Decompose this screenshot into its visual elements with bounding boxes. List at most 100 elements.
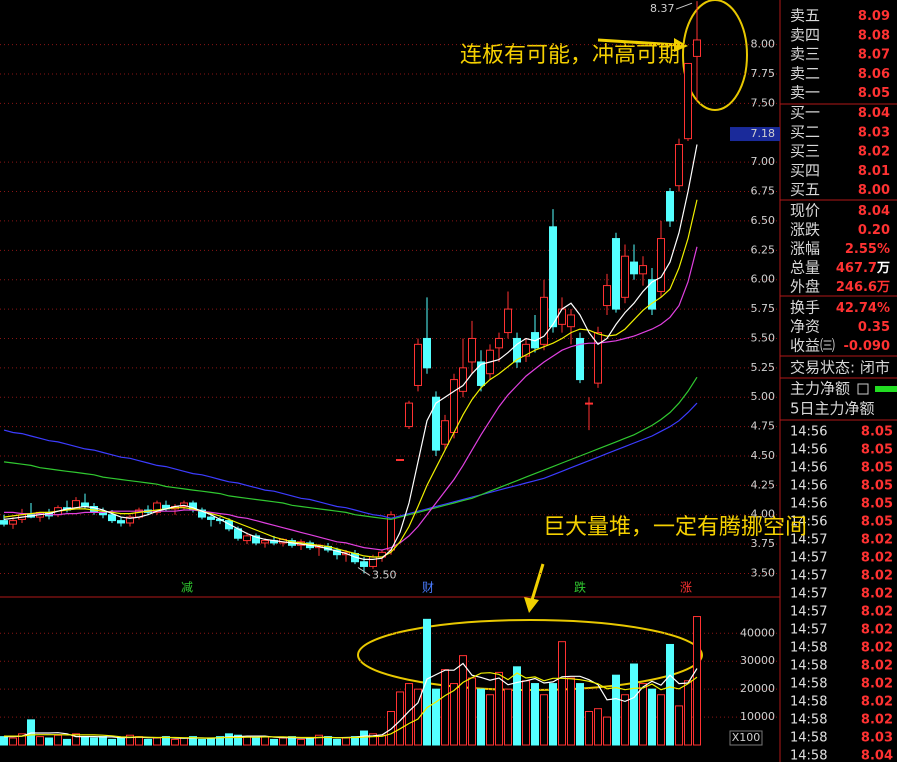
candle-body: [612, 238, 620, 310]
candle-body: [477, 361, 485, 386]
value: 8.06: [858, 66, 890, 81]
trade-status: 交易状态: 闭市: [790, 359, 890, 377]
y-tick-label: 5.50: [751, 331, 776, 344]
trade-time: 14:58: [790, 659, 827, 674]
row-value: 8.04: [858, 204, 890, 219]
event-marker[interactable]: 减: [181, 581, 193, 595]
volume-bar: [468, 677, 476, 746]
trade-price: 8.02: [861, 713, 893, 728]
y-tick-label: 20000: [740, 682, 775, 695]
row-value: 8.02: [858, 144, 890, 159]
volume-bar: [72, 733, 80, 746]
extreme-pointer: [675, 2, 693, 10]
trade-price: 8.02: [861, 695, 893, 710]
value: 0.20: [858, 223, 890, 238]
volume-bar: [585, 710, 593, 746]
trade-price: 8.02: [861, 587, 893, 602]
row-label: 买五: [790, 181, 820, 199]
trade-time: 14:56: [790, 479, 827, 494]
trade-time: 14:58: [790, 731, 827, 746]
arrow: [530, 563, 545, 601]
candle-body: [513, 337, 521, 363]
row-label: 外盘: [790, 278, 820, 296]
trade-time: 14:58: [790, 641, 827, 656]
trade-time: 14:58: [790, 677, 827, 692]
y-tick-label: 7.50: [751, 96, 776, 109]
trade-price: 8.02: [861, 569, 893, 584]
y-tick-label: 6.25: [751, 243, 776, 256]
price-marker-box: [730, 127, 780, 142]
volume-bar: [18, 733, 26, 746]
volume-bar: [153, 737, 161, 746]
trade-time: 14:57: [790, 623, 827, 638]
row-value: 8.08: [858, 28, 890, 43]
trade-time: 14:57: [790, 551, 827, 566]
volume-bar: [459, 655, 467, 746]
volume-bar: [189, 736, 197, 746]
trade-price: 8.02: [861, 551, 893, 566]
candle-body: [468, 337, 476, 363]
volume-bar: [216, 736, 224, 746]
y-tick-label: 30000: [740, 654, 775, 667]
volume-bar: [180, 737, 188, 746]
candle-body: [459, 367, 467, 392]
row-label: 换手: [790, 299, 820, 317]
y-tick-label: 5.00: [751, 390, 776, 403]
flow-icon[interactable]: [857, 383, 869, 395]
volume-bar: [396, 691, 404, 746]
y-tick-label: 7.75: [751, 67, 776, 80]
volume-bar: [306, 737, 314, 746]
candle-body: [198, 509, 206, 518]
value: 8.04: [858, 106, 890, 121]
trade-price: 8.05: [861, 443, 893, 458]
volume-bar: [9, 737, 17, 746]
unit: 万: [876, 261, 890, 276]
row-value: 8.05: [858, 86, 890, 101]
volume-bar: [567, 677, 575, 746]
candle-body: [252, 535, 260, 544]
candle-body: [549, 226, 557, 328]
trade-time: 14:56: [790, 425, 827, 440]
marks: [0, 1, 701, 746]
main-flow-label[interactable]: 主力净额: [790, 380, 850, 398]
unit-box: [729, 730, 763, 746]
candle-body: [594, 332, 602, 384]
event-marker[interactable]: 跌: [574, 580, 586, 595]
candle-body: [567, 314, 575, 328]
volume-bar: [54, 734, 62, 746]
candle-body: [423, 337, 431, 369]
volume-bar: [432, 688, 440, 746]
row-label: 卖五: [790, 7, 820, 25]
candle-body: [621, 255, 629, 298]
candle-body: [207, 516, 215, 520]
candle-body: [648, 279, 656, 310]
candle-body: [126, 516, 134, 524]
volume-bar: [0, 736, 8, 746]
volume-bar: [675, 705, 683, 746]
row-value: 8.06: [858, 66, 890, 81]
volume-bar: [657, 694, 665, 746]
y-tick-label: 4.00: [751, 508, 776, 521]
volume-bar: [90, 737, 98, 746]
row-value: 8.04: [858, 106, 890, 121]
candle-body: [441, 420, 449, 445]
candle-body: [630, 261, 638, 275]
y-tick-label: 3.75: [751, 537, 776, 550]
volume-bar: [234, 734, 242, 746]
candle-body: [693, 39, 701, 57]
candle-body: [576, 337, 584, 381]
row-value: 42.74%: [836, 301, 890, 316]
candle-body: [432, 396, 440, 451]
flow-bar: [875, 386, 897, 392]
volume-bar: [207, 737, 215, 746]
trade-time: 14:57: [790, 569, 827, 584]
row-value: 8.00: [858, 183, 890, 198]
main-flow-5d-label[interactable]: 5日主力净额: [790, 400, 875, 418]
event-marker[interactable]: 财: [422, 581, 434, 595]
volume-bar: [549, 683, 557, 746]
ma-line: [3, 376, 698, 521]
volume-bar: [315, 734, 323, 746]
candle-body: [153, 502, 161, 513]
row-value: -0.090: [843, 339, 890, 354]
event-marker[interactable]: 涨: [680, 580, 692, 595]
